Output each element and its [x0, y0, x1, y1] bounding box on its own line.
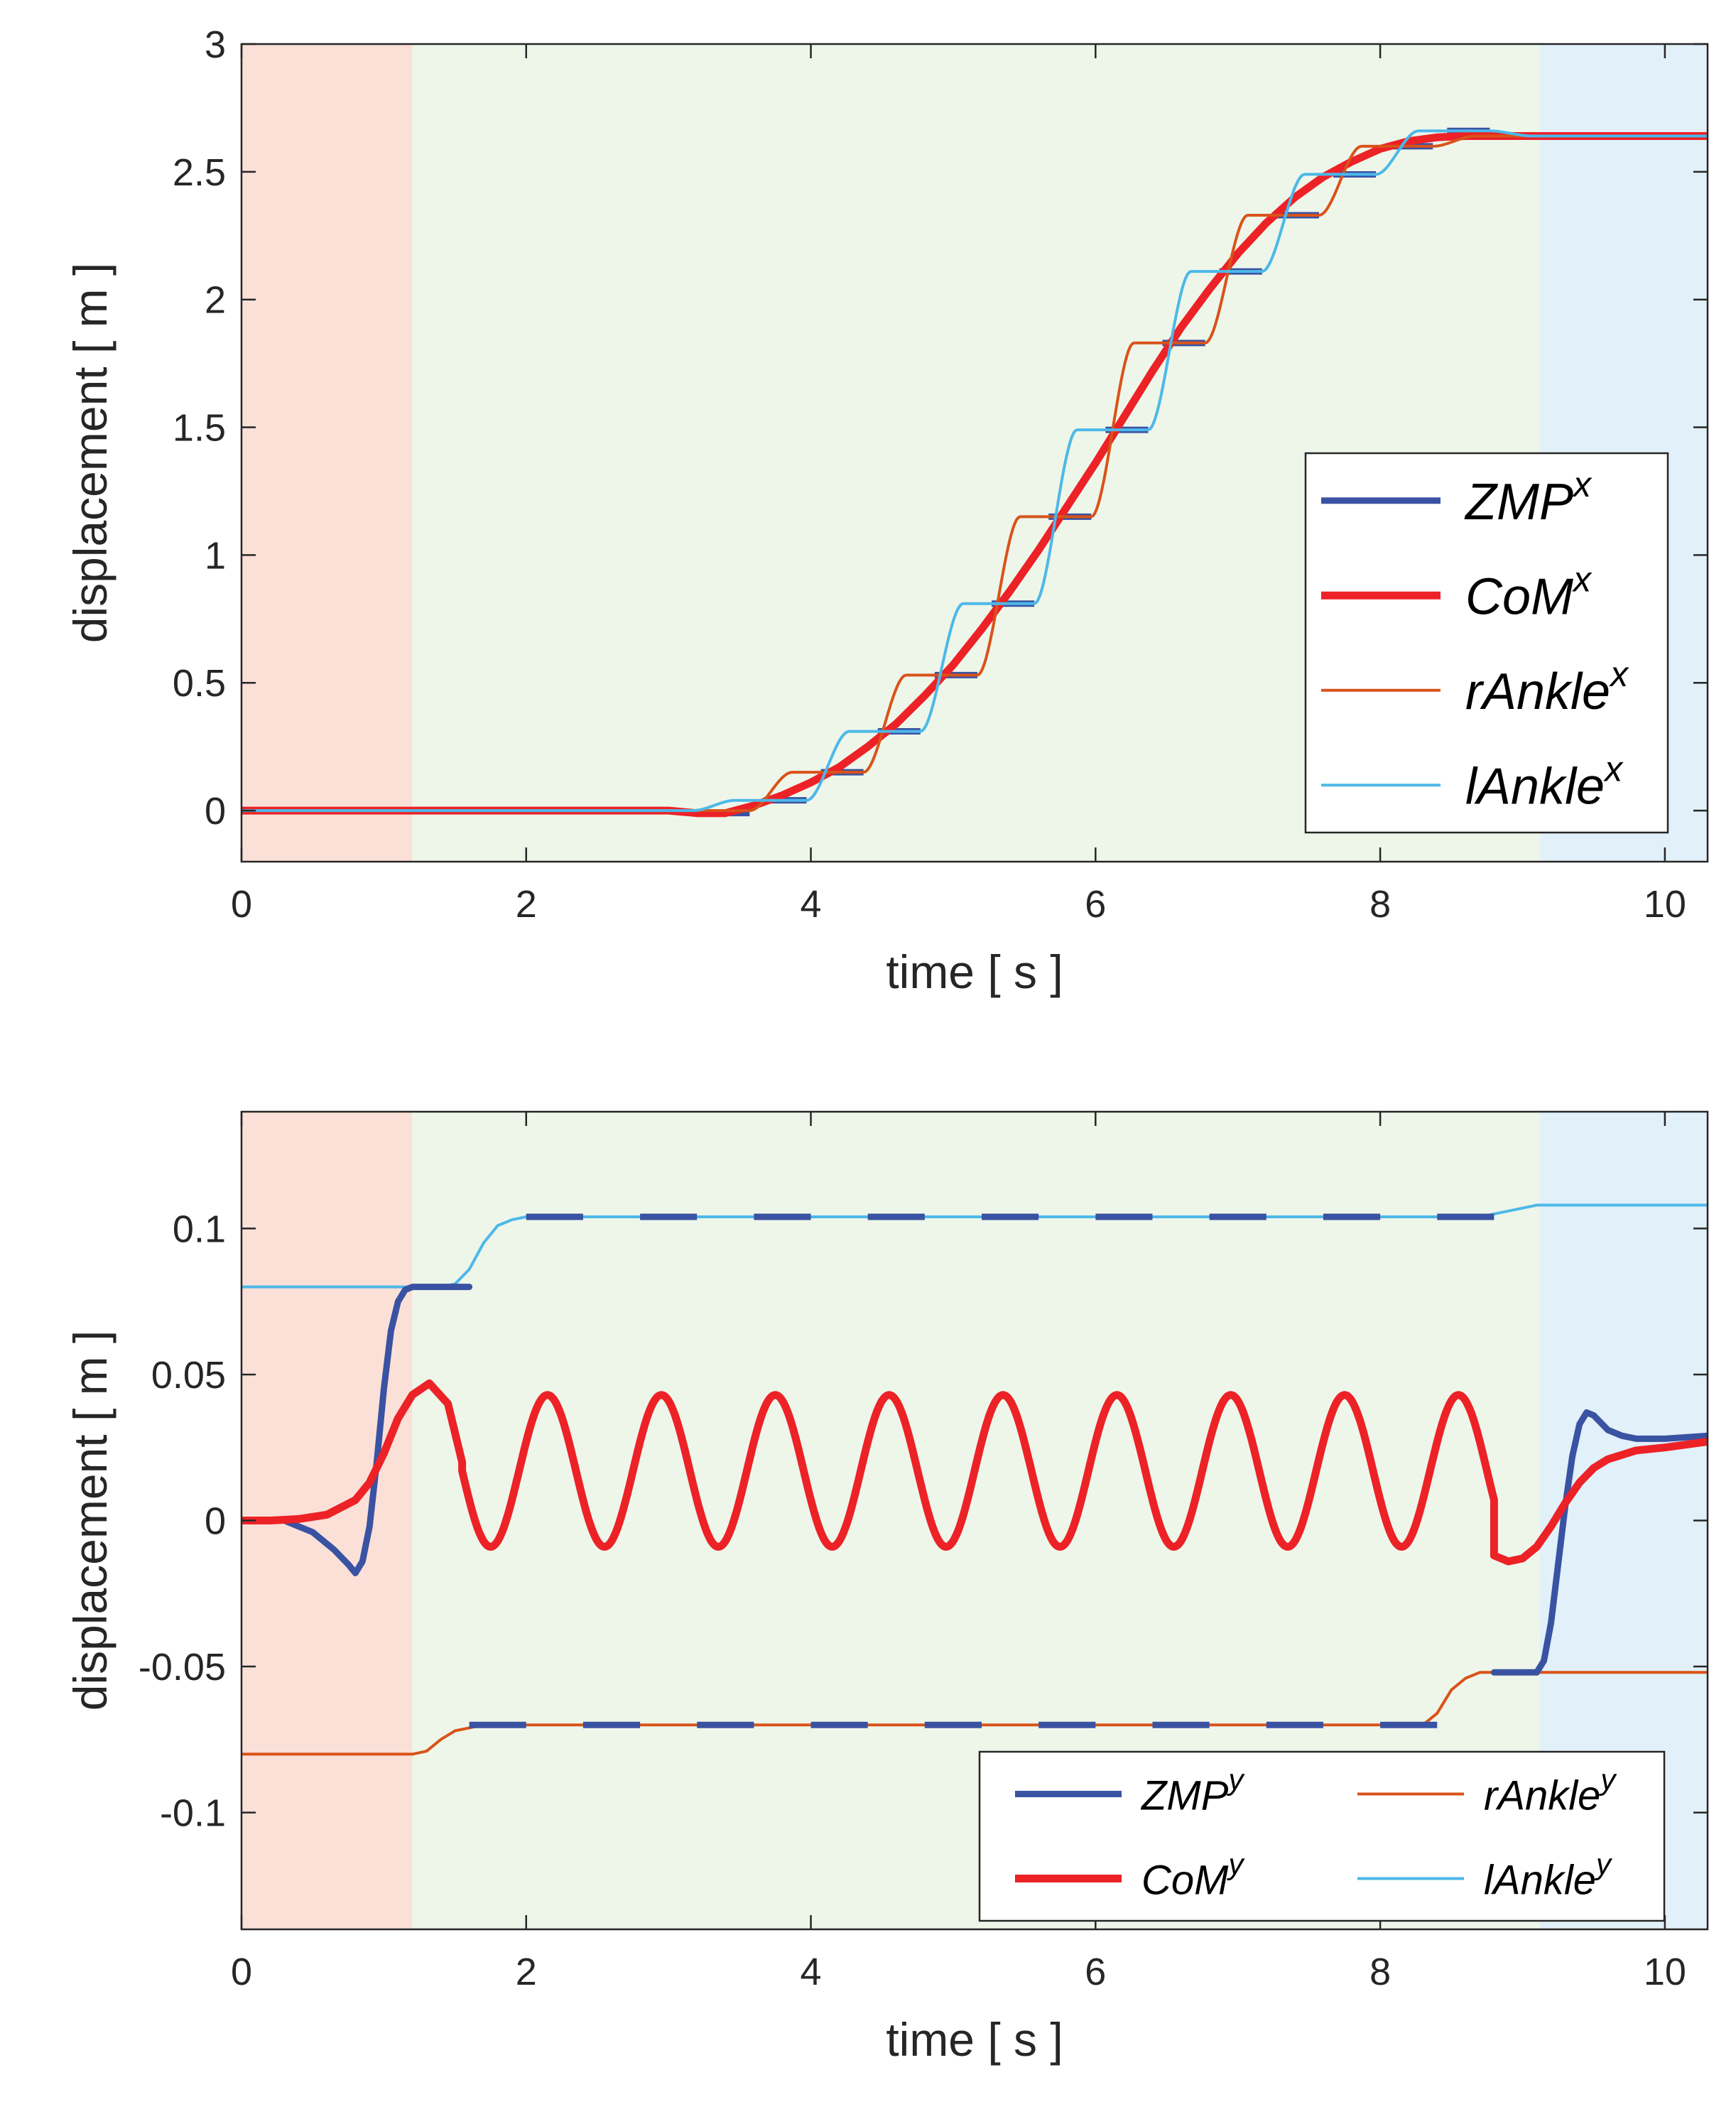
series-line-lankle	[242, 1203, 1708, 1289]
legend-box	[1304, 452, 1669, 834]
x-tick-label: 2	[516, 1951, 537, 1993]
series-line-lankle	[242, 129, 1708, 813]
axes-frame	[240, 43, 1709, 863]
y-tick-label: 2	[205, 279, 226, 322]
x-tick-label: 10	[1644, 883, 1686, 926]
x-tick-label: 6	[1085, 883, 1106, 926]
plot-area	[242, 127, 1708, 818]
x-tick-label: 8	[1369, 883, 1391, 926]
legend-label: lAnklex	[1465, 749, 1624, 815]
y-tick-label: 3	[205, 23, 226, 66]
y-axis-label: displacement [ m ]	[64, 263, 116, 644]
y-tick-label: 1.5	[173, 407, 226, 450]
x-tick-label: 0	[231, 1951, 252, 1993]
y-tick-label: 0.5	[173, 662, 226, 705]
legend-entry-lankle: lAnklex	[1321, 749, 1624, 815]
phase-band-start	[242, 44, 413, 862]
y-tick-label: 0.1	[173, 1208, 226, 1250]
x-tick-label: 8	[1369, 1951, 1391, 1993]
legend-label: rAnklex	[1465, 654, 1629, 720]
y-tick-label: 0	[205, 790, 226, 833]
y-tick-label: -0.1	[160, 1792, 226, 1835]
x-tick-label: 2	[516, 883, 537, 926]
legend-label: ZMPy	[1140, 1763, 1245, 1819]
legend-entry-zmp: ZMPy	[1015, 1763, 1245, 1819]
y-tick-label: 2.5	[173, 151, 226, 194]
series-line-zmp	[242, 1284, 1708, 1676]
legend-entry-com: CoMx	[1321, 559, 1593, 625]
y-tick-label: -0.05	[139, 1646, 226, 1689]
legend-entry-lankle: lAnkley	[1357, 1848, 1613, 1904]
legend-entry-zmp: ZMPx	[1321, 465, 1593, 531]
x-tick-label: 10	[1644, 1951, 1686, 1993]
x-tick-label: 4	[801, 883, 822, 926]
y-tick-label: 1	[205, 534, 226, 577]
legend-label: CoMx	[1465, 559, 1593, 625]
legend-label: ZMPx	[1464, 465, 1593, 531]
legend-entry-rankle: rAnklex	[1321, 654, 1629, 720]
x-tick-label: 4	[801, 1951, 822, 1993]
chart-y-displacement: 0 2 4 6 8 10 -0.1 -0.05 0 0.05 0.1 time [ s ] displa…	[64, 1110, 1709, 2066]
legend-label: rAnkley	[1484, 1763, 1617, 1819]
y-tick-label: 0.05	[151, 1354, 226, 1397]
legend: ZMPy rAnkley CoMy lAnkley	[978, 1750, 1666, 1922]
legend-label: CoMy	[1141, 1848, 1245, 1904]
y-axis-label: displacement [ m ]	[64, 1331, 116, 1711]
legend-entry-com: CoMy	[1015, 1848, 1245, 1904]
legend-box	[978, 1750, 1666, 1922]
x-axis-label: time [ s ]	[886, 2013, 1063, 2066]
x-tick-label: 6	[1085, 1951, 1106, 1993]
legend-label: lAnkley	[1484, 1848, 1613, 1904]
x-axis-label: time [ s ]	[886, 945, 1063, 998]
series-line-com	[242, 1379, 1708, 1566]
y-tick-label: 0	[205, 1500, 226, 1543]
plot-area	[242, 1203, 1708, 1756]
chart-x-displacement: 0 2 4 6 8 10 0 0.5 1 1.5 2 2.5 3 time [ s ] displaceme…	[64, 23, 1709, 998]
legend-entry-rankle: rAnkley	[1357, 1763, 1617, 1819]
x-tick-label: 0	[231, 883, 252, 926]
legend: ZMPx CoMx rAnklex lAnklex	[1304, 452, 1669, 834]
